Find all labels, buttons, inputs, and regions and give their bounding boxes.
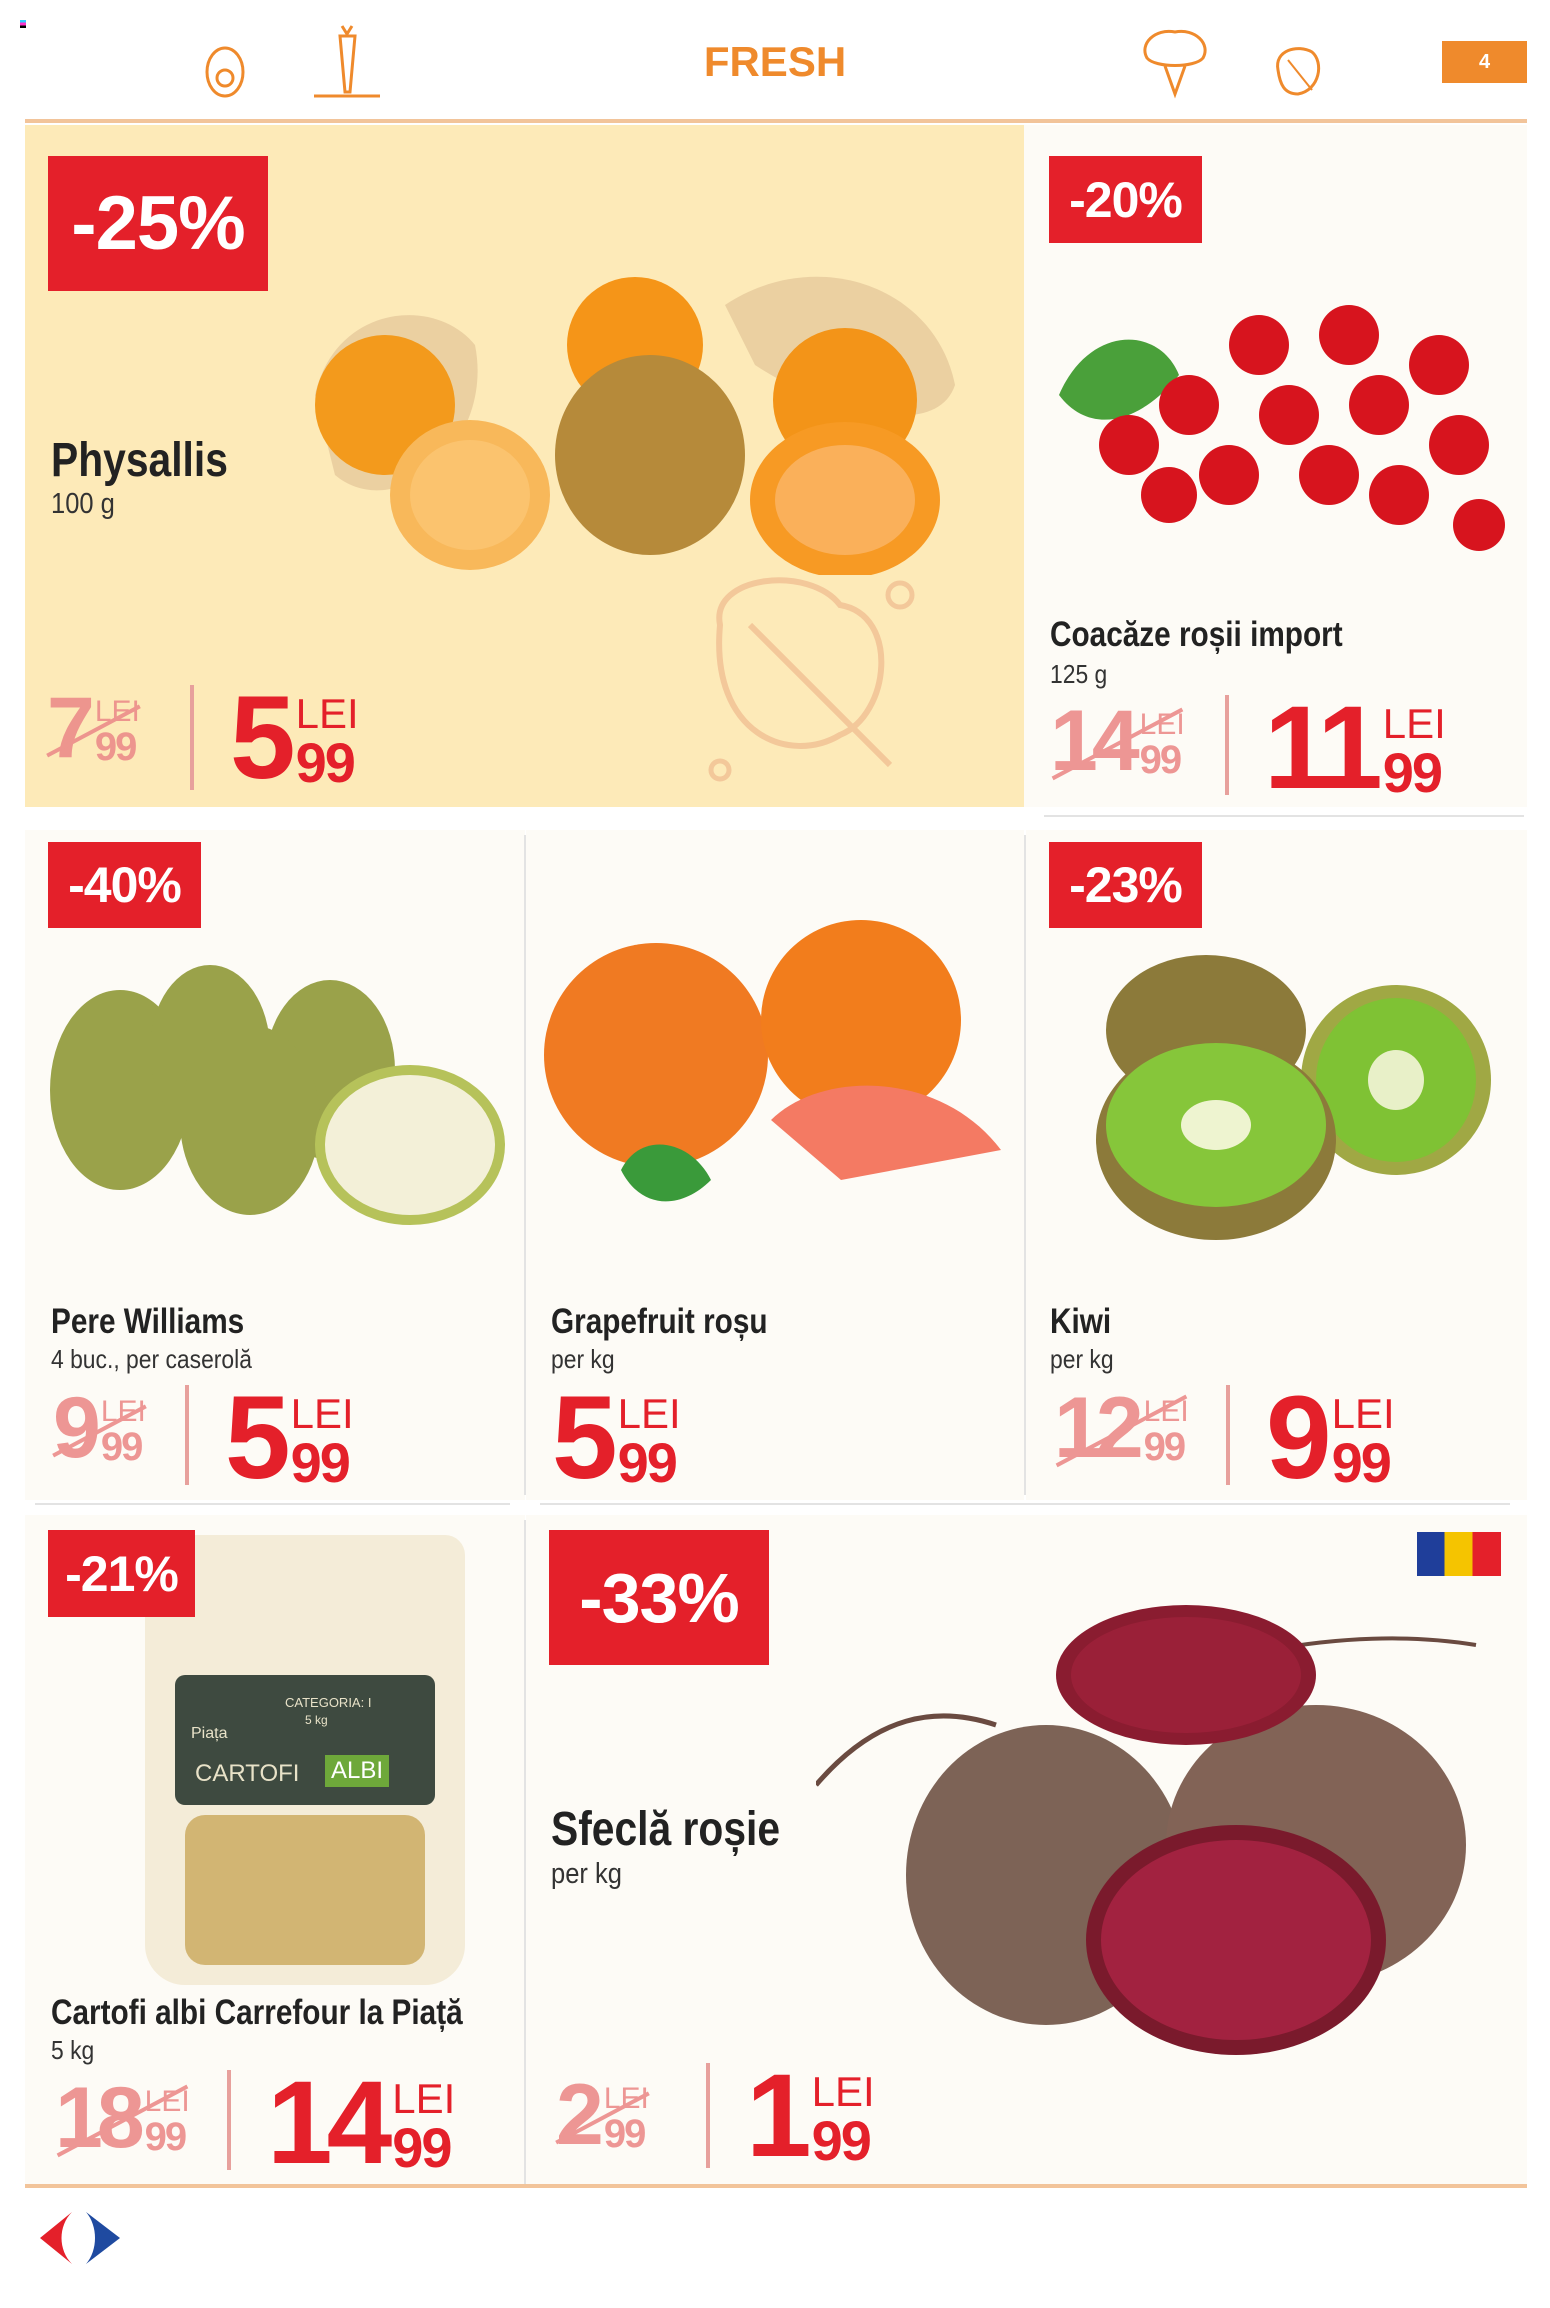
- discount-badge: -21%: [48, 1530, 195, 1617]
- package-weight: 5 kg: [305, 1713, 328, 1727]
- product-card-coacaze: -20% Coacăze roșii import 125 g 14 LEI 99 …: [1024, 125, 1527, 817]
- product-unit: per kg: [551, 1858, 622, 1890]
- new-price: 1 LEI 99: [746, 2050, 875, 2182]
- discount-badge: -23%: [1049, 842, 1202, 928]
- old-price: 18 LEI 99: [55, 2070, 190, 2166]
- product-unit: per kg: [1050, 1344, 1114, 1374]
- new-price: 11 LEI 99: [1264, 682, 1446, 814]
- new-price: 5 LEI 99: [225, 1372, 354, 1504]
- product-card-pere: -40% Pere Williams 4 buc., per caserolă …: [25, 830, 525, 1500]
- new-price: 14 LEI 99: [267, 2057, 456, 2189]
- price-separator: [185, 1385, 189, 1485]
- potato-bag-image: Piața CATEGORIA: I 5 kg CARTOFI ALBI: [145, 1535, 465, 1985]
- package-product: CARTOFI: [195, 1760, 300, 1787]
- price-separator: [227, 2070, 231, 2170]
- product-card-kiwi: -23% Kiwi per kg 12 LEI 99 9 LEI 99: [1026, 830, 1527, 1500]
- product-unit: 125 g: [1050, 659, 1108, 689]
- avocado-icon: [205, 46, 245, 98]
- product-card-grapefruit: Grapefruit roșu per kg 5 LEI 99: [526, 830, 1024, 1500]
- old-price: 12 LEI 99: [1054, 1380, 1189, 1476]
- old-price: 7 LEI 99: [46, 680, 141, 776]
- product-name: Grapefruit roșu: [551, 1302, 768, 1341]
- product-name: Physallis: [51, 434, 228, 487]
- pears-image: [50, 965, 505, 1225]
- product-name: Sfeclă roșie: [551, 1803, 781, 1856]
- broccoli-icon: [1143, 29, 1207, 99]
- kiwi-image: [1096, 955, 1491, 1240]
- price-separator: [190, 685, 194, 790]
- product-name: Pere Williams: [51, 1302, 245, 1341]
- old-price: 9 LEI 99: [52, 1380, 147, 1476]
- package-logo-text: Piața: [191, 1725, 228, 1742]
- physallis-image: [315, 276, 955, 575]
- row-divider: [35, 1503, 510, 1505]
- product-name: Kiwi: [1050, 1302, 1112, 1341]
- package-variety: ALBI: [325, 1755, 390, 1787]
- discount-badge: -25%: [48, 156, 268, 291]
- column-divider: [524, 1520, 526, 2185]
- column-divider: [524, 835, 526, 1495]
- product-card-cartofi: Piața CATEGORIA: I 5 kg CARTOFI ALBI -21…: [25, 1515, 525, 2185]
- price-separator: [706, 2063, 710, 2168]
- discount-badge: -33%: [549, 1530, 769, 1665]
- price-separator: [1226, 1385, 1230, 1485]
- product-unit: 100 g: [51, 488, 115, 520]
- old-price: 14 LEI 99: [1050, 693, 1185, 789]
- product-unit: 4 buc., per caserolă: [51, 1344, 252, 1374]
- product-name: Cartofi albi Carrefour la Piață: [51, 1993, 463, 2032]
- new-price: 5 LEI 99: [230, 672, 359, 804]
- new-price: 9 LEI 99: [1266, 1372, 1395, 1504]
- romania-flag-icon: [1417, 1532, 1501, 1576]
- product-card-physallis: -25% Physallis 100 g 7 LEI 99 5 LEI 99: [25, 125, 1024, 807]
- discount-badge: -20%: [1049, 156, 1202, 243]
- carrot-icon: [314, 25, 380, 98]
- row-divider: [540, 1503, 1510, 1505]
- product-name: Coacăze roșii import: [1050, 615, 1343, 654]
- product-unit: 5 kg: [51, 2035, 95, 2065]
- page-number: 4: [1442, 41, 1527, 83]
- lettuce-icon: [1276, 47, 1321, 96]
- header-divider: [25, 119, 1527, 123]
- old-price: 2 LEI 99: [555, 2067, 650, 2163]
- price-separator: [1225, 695, 1229, 795]
- print-marks: [20, 20, 26, 28]
- new-price: 5 LEI 99: [552, 1372, 681, 1504]
- cell-divider: [1044, 815, 1524, 817]
- footer-divider: [25, 2184, 1527, 2188]
- product-unit: per kg: [551, 1344, 615, 1374]
- grapefruit-image: [544, 920, 1001, 1202]
- carrefour-logo: [40, 2212, 120, 2264]
- product-card-sfecla: -33% Sfeclă roșie per kg 2 LEI 99 1 LEI 99: [526, 1515, 1527, 2185]
- section-title: FRESH: [703, 38, 847, 85]
- red-currant-image: [1059, 305, 1505, 551]
- discount-badge: -40%: [48, 842, 201, 928]
- leaf-watermark-icon: [708, 577, 915, 782]
- beetroot-image: [816, 1605, 1477, 2055]
- package-category: CATEGORIA: I: [285, 1695, 372, 1710]
- column-divider: [1024, 835, 1026, 1495]
